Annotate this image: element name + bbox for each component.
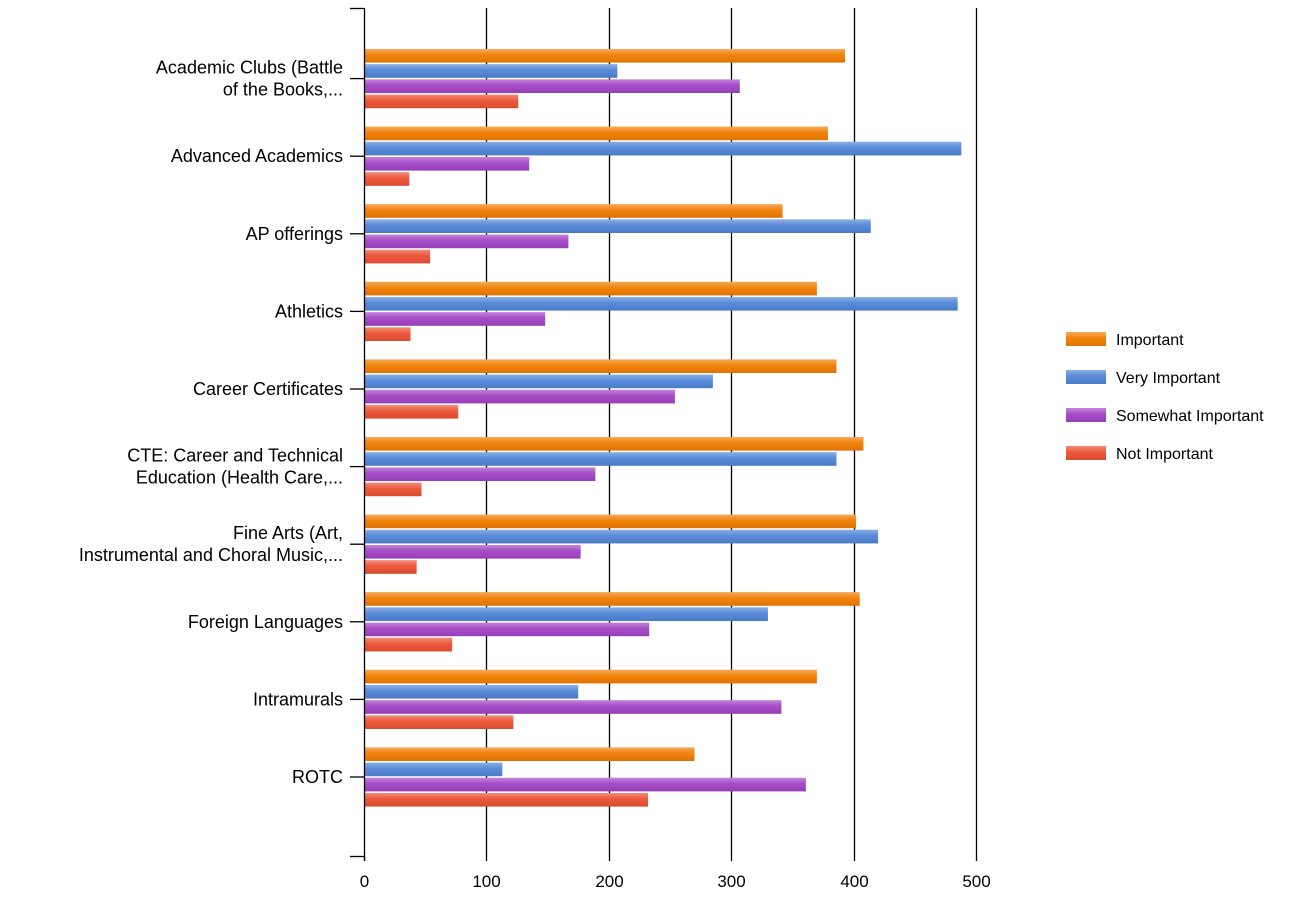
bar-shading (364, 249, 431, 264)
y-category-label: AP offerings (246, 224, 343, 244)
bar-shading (364, 622, 650, 637)
bar-shading (364, 234, 569, 249)
bar-shading (364, 327, 411, 341)
y-category-label: Fine Arts (Art, (233, 523, 343, 543)
bar-shading (364, 157, 530, 171)
bar-shading (364, 514, 857, 529)
bar-shading (364, 281, 817, 296)
bar-shading (364, 592, 860, 606)
bar-shading (364, 297, 958, 311)
x-tick-label: 100 (472, 872, 500, 891)
bar-shading (364, 312, 546, 326)
y-category-label: Intramurals (253, 689, 343, 709)
legend-label: Very Important (1116, 370, 1221, 387)
bar-shading (364, 94, 519, 109)
bar-shading (364, 79, 740, 93)
bar-shading (364, 204, 783, 218)
y-category-label: ROTC (292, 767, 343, 787)
legend-swatch-shading (1066, 408, 1106, 422)
legend-swatch-shading (1066, 446, 1106, 460)
legend-label: Important (1116, 332, 1184, 349)
bar-shading (364, 437, 864, 451)
x-tick-label: 200 (595, 872, 623, 891)
bar-shading (364, 64, 618, 78)
bar-shading (364, 529, 879, 544)
legend-swatch-shading (1066, 370, 1106, 384)
legend-label: Not Important (1116, 446, 1213, 463)
bar-shading (364, 685, 579, 699)
bar-shading (364, 126, 828, 141)
bars (364, 49, 962, 807)
bar-shading (364, 700, 782, 714)
bar-shading (364, 452, 837, 466)
legend: Important Very Important Somewhat Importan… (1066, 332, 1264, 463)
bar-shading (364, 545, 581, 559)
y-category-label: of the Books,... (223, 80, 343, 100)
x-tick-labels: 0 100 200 300 400 500 (360, 872, 991, 891)
bar-shading (364, 715, 514, 729)
axes (350, 7, 978, 861)
bar-shading (364, 793, 648, 807)
bar-shading (364, 777, 806, 792)
bar-shading (364, 405, 459, 419)
legend-swatch-shading (1066, 332, 1106, 346)
bar-shading (364, 467, 596, 481)
bar-shading (364, 219, 871, 233)
x-tick-label: 300 (717, 872, 745, 891)
bar-shading (364, 669, 817, 684)
bar-shading (364, 762, 503, 777)
y-category-label: CTE: Career and Technical (127, 446, 343, 466)
y-category-label: Athletics (275, 301, 343, 321)
bar-shading (364, 637, 453, 652)
y-category-label: Education (Health Care,... (136, 468, 343, 488)
y-category-label: Career Certificates (193, 379, 343, 399)
bar-shading (364, 607, 768, 621)
bar-shading (364, 560, 417, 574)
y-category-label: Advanced Academics (171, 146, 343, 166)
x-tick-label: 400 (840, 872, 868, 891)
bar-shading (364, 359, 837, 373)
x-tick-label: 0 (360, 872, 369, 891)
y-category-label: Academic Clubs (Battle (156, 58, 343, 78)
bar-shading (364, 482, 422, 497)
legend-label: Somewhat Important (1116, 408, 1264, 425)
y-category-label: Instrumental and Choral Music,... (79, 545, 343, 565)
bar-shading (364, 141, 962, 156)
x-tick-label: 500 (962, 872, 990, 891)
bar-shading (364, 172, 410, 186)
bar-shading (364, 389, 675, 404)
bar-shading (364, 49, 846, 63)
bar-shading (364, 374, 713, 389)
bar-shading (364, 747, 695, 761)
y-category-label: Foreign Languages (188, 612, 343, 632)
